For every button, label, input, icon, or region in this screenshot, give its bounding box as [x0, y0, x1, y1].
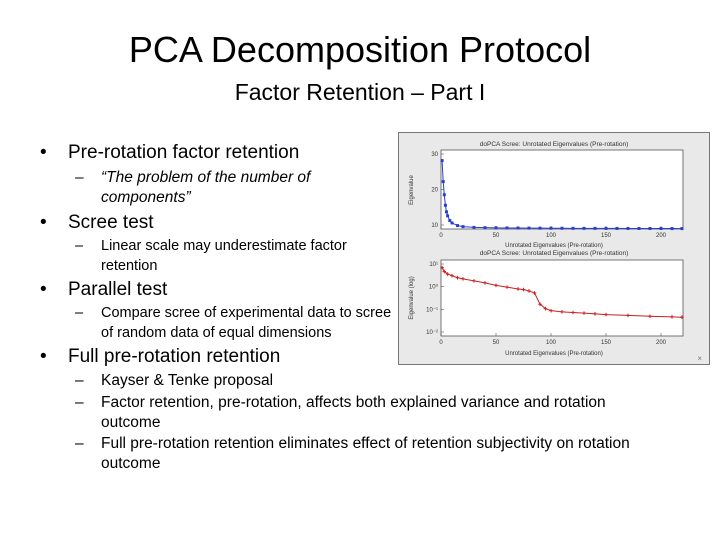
sub-bullet-text: Kayser & Tenke proposal — [101, 372, 274, 389]
top-data-point — [637, 226, 641, 230]
bullet-dot-icon: • — [40, 346, 47, 367]
top-data-point — [456, 224, 459, 228]
top-data-point — [494, 226, 498, 230]
bullet-label: Pre-rotation factor retention — [68, 142, 300, 163]
bullet-label: Full pre-rotation retention — [68, 346, 281, 367]
sub-bullet-linear-scale: – Linear scale may underestimate factor … — [75, 236, 375, 276]
bullet-scree-test: • Scree test — [40, 212, 154, 234]
sub-bullet-text: Linear scale may underestimate factor re… — [101, 238, 347, 274]
bottom-y-tick-label: 10¹ — [429, 262, 438, 268]
bottom-x-ticks: 0 50 100 150 200 — [439, 333, 667, 346]
top-data-point — [615, 226, 619, 230]
top-data-point — [445, 210, 448, 214]
bullet-pre-rotation: • Pre-rotation factor retention — [40, 142, 299, 164]
bottom-x-label: Unrotated Eigenvalues (Pre-rotation) — [505, 351, 603, 357]
top-data-point — [516, 226, 520, 230]
sub-bullet-text: Full pre-rotation retention eliminates e… — [101, 435, 630, 472]
bottom-x-tick-label: 100 — [546, 340, 557, 346]
top-chart-title: doPCA Scree: Unrotated Eigenvalues (Pre-… — [480, 141, 629, 148]
top-data-point — [440, 159, 444, 163]
top-data-point — [461, 225, 465, 229]
dash-icon: – — [75, 305, 84, 321]
bottom-y-tick-label: 10⁻¹ — [426, 307, 438, 313]
bottom-plot-area — [440, 259, 684, 337]
top-x-label: Unrotated Eigenvalues (Pre-rotation) — [505, 243, 603, 249]
top-data-point — [442, 193, 446, 197]
slide-subtitle: Factor Retention – Part I — [234, 79, 486, 105]
top-x-tick-label: 100 — [546, 233, 557, 239]
bottom-y-ticks: 10¹ 10⁰ 10⁻¹ 10⁻² — [426, 262, 444, 336]
top-data-point — [448, 219, 452, 223]
bottom-series — [440, 265, 684, 320]
top-series — [440, 159, 684, 231]
sub-bullet-text: “The problem of the number of components… — [101, 169, 311, 206]
bullet-parallel-test: • Parallel test — [40, 279, 167, 301]
bottom-chart-title: doPCA Scree: Unrotated Eigenvalues (Pre-… — [480, 250, 629, 257]
top-plot-area — [440, 149, 684, 230]
top-data-point — [560, 226, 564, 230]
bottom-x-tick-label: 200 — [656, 340, 667, 346]
top-data-point — [593, 226, 597, 230]
slide-title: PCA Decomposition Protocol — [128, 29, 592, 70]
sub-bullet-compare-scree: – Compare scree of experimental data to … — [75, 303, 393, 343]
top-x-tick-label: 150 — [601, 233, 612, 239]
top-data-point — [549, 226, 553, 230]
top-x-tick-label: 200 — [656, 233, 667, 239]
sub-bullet-kayser: – Kayser & Tenke proposal — [75, 371, 675, 391]
top-data-point — [582, 226, 586, 230]
top-data-point — [446, 214, 450, 218]
top-y-label: Eigenvalue — [409, 174, 415, 204]
top-data-point — [441, 180, 445, 184]
bullet-dot-icon: • — [40, 142, 47, 163]
top-x-tick-label: 50 — [493, 233, 500, 239]
top-data-point — [527, 226, 531, 230]
resize-grip-icon[interactable]: × — [697, 354, 702, 363]
top-data-point — [450, 221, 454, 225]
top-data-point — [604, 226, 608, 230]
bottom-y-tick-label: 10⁰ — [429, 284, 439, 291]
top-y-tick-label: 30 — [431, 152, 438, 158]
top-x-tick-label: 0 — [439, 233, 443, 239]
sub-bullet-eliminates-effect: – Full pre-rotation retention eliminates… — [75, 434, 675, 474]
sub-bullet-factor-retention: – Factor retention, pre-rotation, affect… — [75, 393, 655, 433]
dash-icon: – — [75, 372, 84, 389]
top-data-point — [538, 226, 542, 230]
bullet-label: Parallel test — [68, 279, 168, 300]
top-data-point — [680, 227, 684, 231]
top-data-point — [626, 226, 630, 230]
top-data-point — [443, 203, 447, 207]
sub-bullet-problem: – “The problem of the number of componen… — [75, 168, 335, 208]
bullet-label: Scree test — [68, 212, 154, 233]
top-data-point — [670, 227, 674, 231]
sub-bullet-text: Factor retention, pre-rotation, affects … — [101, 394, 606, 431]
bullet-full-retention: • Full pre-rotation retention — [40, 346, 280, 368]
scree-plots-svg: doPCA Scree: Unrotated Eigenvalues (Pre-… — [409, 141, 702, 363]
top-data-point — [571, 226, 575, 230]
dash-icon: – — [75, 238, 84, 254]
bottom-x-tick-label: 0 — [439, 340, 443, 346]
bottom-y-label: Eigenvalue (log) — [409, 276, 415, 319]
bottom-y-tick-label: 10⁻² — [426, 330, 438, 336]
top-data-point — [505, 226, 509, 230]
bullet-dot-icon: • — [40, 279, 47, 300]
bottom-x-tick-label: 50 — [493, 340, 500, 346]
bullet-dot-icon: • — [40, 212, 47, 233]
bottom-x-tick-label: 150 — [601, 340, 612, 346]
dash-icon: – — [75, 169, 84, 186]
top-data-point — [648, 226, 652, 230]
dash-icon: – — [75, 435, 84, 452]
top-data-point — [483, 226, 487, 230]
top-y-tick-label: 10 — [431, 223, 438, 229]
sub-bullet-text: Compare scree of experimental data to sc… — [101, 305, 392, 341]
scree-figure: doPCA Scree: Unrotated Eigenvalues (Pre-… — [398, 132, 710, 365]
top-y-tick-label: 20 — [431, 188, 438, 194]
dash-icon: – — [75, 394, 84, 411]
top-data-point — [659, 227, 663, 231]
top-data-point — [472, 225, 476, 229]
